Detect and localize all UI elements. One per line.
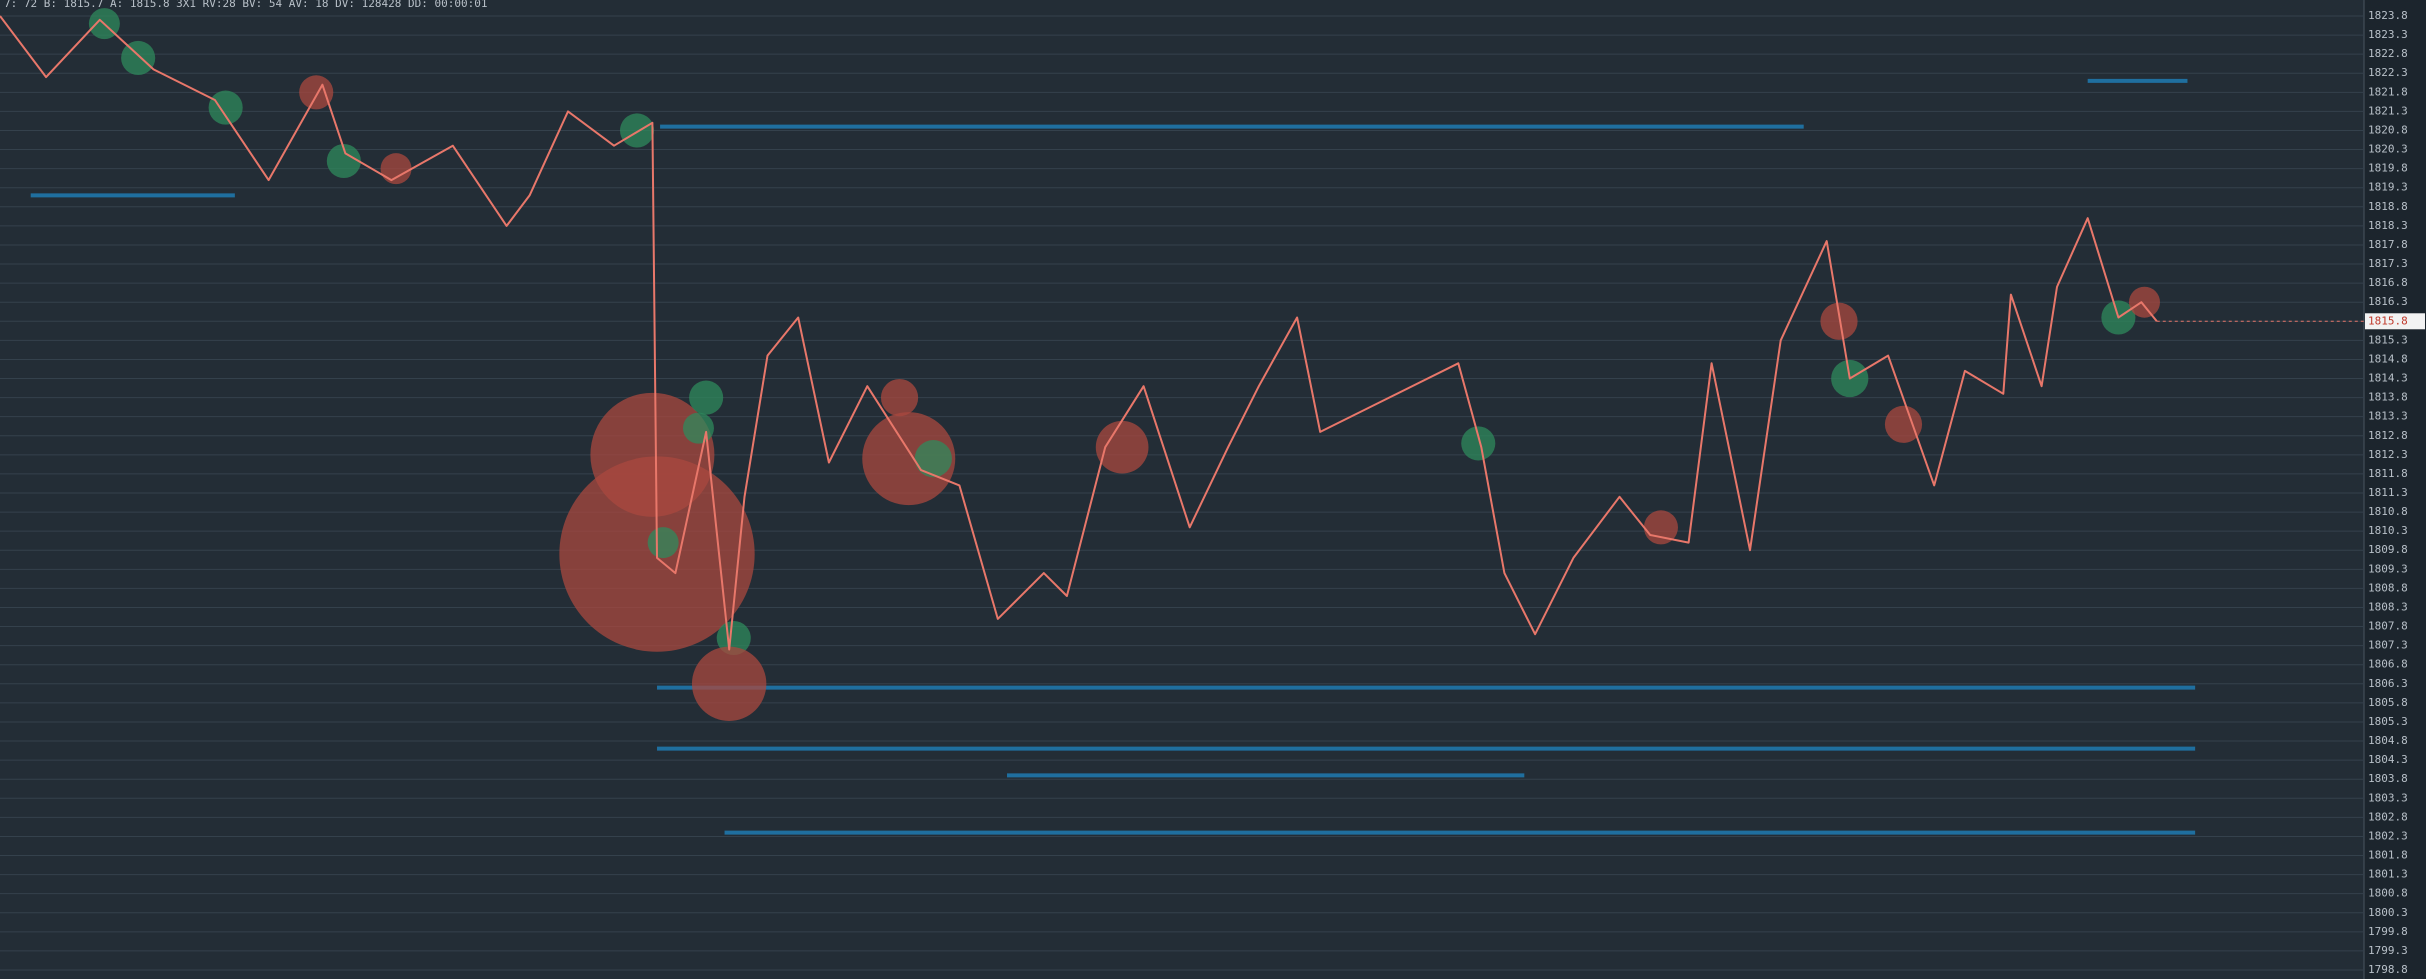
- y-tick-label: 1812.8: [2368, 429, 2408, 442]
- y-tick-label: 1807.8: [2368, 620, 2408, 633]
- y-tick-label: 1808.3: [2368, 600, 2408, 613]
- grid: [0, 15, 2364, 971]
- trade-bubble: [689, 380, 724, 415]
- y-tick-label: 1807.3: [2368, 639, 2408, 652]
- trade-bubble: [299, 75, 334, 110]
- trade-bubble: [620, 113, 655, 148]
- trade-bubble: [682, 412, 714, 444]
- y-tick-label: 1803.3: [2368, 791, 2408, 804]
- y-tick-label: 1821.8: [2368, 85, 2408, 98]
- y-tick-label: 1820.3: [2368, 143, 2408, 156]
- y-tick-label: 1823.3: [2368, 28, 2408, 41]
- y-tick-label: 1811.3: [2368, 486, 2408, 499]
- trade-bubble: [691, 646, 767, 721]
- trade-bubble: [1820, 302, 1858, 340]
- y-tick-label: 1814.8: [2368, 352, 2408, 365]
- y-tick-label: 1813.3: [2368, 410, 2408, 423]
- y-tick-label: 1805.3: [2368, 715, 2408, 728]
- y-tick-label: 1806.8: [2368, 658, 2408, 671]
- y-tick-label: 1818.3: [2368, 219, 2408, 232]
- y-tick-label: 1804.3: [2368, 753, 2408, 766]
- trade-bubble: [2128, 286, 2160, 318]
- y-tick-label: 1816.8: [2368, 276, 2408, 289]
- y-tick-label: 1800.8: [2368, 887, 2408, 900]
- trade-bubble: [1884, 405, 1923, 443]
- y-tick-label: 1803.8: [2368, 772, 2408, 785]
- y-tick-label: 1809.8: [2368, 543, 2408, 556]
- y-tick-label: 1819.8: [2368, 162, 2408, 175]
- y-tick-label: 1802.8: [2368, 810, 2408, 823]
- y-tick-label: 1821.3: [2368, 104, 2408, 117]
- trade-bubble: [380, 153, 412, 185]
- trade-bubble: [716, 620, 751, 656]
- y-tick-label: 1799.8: [2368, 925, 2408, 938]
- y-tick-label: 1820.8: [2368, 123, 2408, 136]
- y-tick-label: 1810.8: [2368, 505, 2408, 518]
- y-tick-label: 1817.8: [2368, 238, 2408, 251]
- y-tick-label: 1801.8: [2368, 849, 2408, 862]
- y-tick-label: 1810.3: [2368, 524, 2408, 537]
- y-tick-label: 1800.3: [2368, 906, 2408, 919]
- trade-bubble: [880, 379, 919, 417]
- trade-bubble: [914, 440, 952, 478]
- trade-bubble: [121, 40, 156, 76]
- trade-bubble: [326, 143, 361, 179]
- y-tick-label: 1808.8: [2368, 581, 2408, 594]
- trade-bubble: [1095, 420, 1149, 474]
- y-tick-label: 1804.8: [2368, 734, 2408, 747]
- trade-bubble: [862, 412, 956, 506]
- y-tick-label: 1799.3: [2368, 944, 2408, 957]
- y-tick-label: 1801.3: [2368, 868, 2408, 881]
- y-tick-label: 1813.8: [2368, 391, 2408, 404]
- y-tick-label: 1823.8: [2368, 9, 2408, 22]
- last-price-label: 1815.8: [2368, 314, 2408, 327]
- levels: [30, 78, 2196, 835]
- y-tick-label: 1822.3: [2368, 66, 2408, 79]
- axis-labels: 1798.8 1799.3 1799.8 1800.3 1800.8 1801.3 1801…: [2365, 9, 2425, 976]
- y-tick-label: 1817.3: [2368, 257, 2408, 270]
- price-axis: [2364, 0, 2426, 979]
- last-price-box: [2365, 313, 2425, 330]
- y-tick-label: 1819.3: [2368, 181, 2408, 194]
- y-tick-label: 1822.8: [2368, 47, 2408, 60]
- y-tick-label: 1805.8: [2368, 696, 2408, 709]
- y-tick-label: 1814.3: [2368, 372, 2408, 385]
- y-tick-label: 1818.8: [2368, 200, 2408, 213]
- price-line-group: [0, 15, 2364, 651]
- status-text: 7: 72 B: 1815.7 A: 1815.8 3X1 RV:28 BV: …: [4, 0, 487, 10]
- trade-bubble: [647, 527, 679, 559]
- y-tick-label: 1798.8: [2368, 963, 2408, 976]
- price-line: [0, 15, 2158, 651]
- y-tick-label: 1811.8: [2368, 467, 2408, 480]
- y-tick-label: 1806.3: [2368, 677, 2408, 690]
- y-tick-label: 1812.3: [2368, 448, 2408, 461]
- trade-bubble: [1461, 426, 1496, 461]
- y-tick-label: 1802.3: [2368, 829, 2408, 842]
- trade-bubble: [208, 90, 243, 125]
- y-tick-label: 1809.3: [2368, 562, 2408, 575]
- y-tick-label: 1815.3: [2368, 333, 2408, 346]
- y-tick-label: 1816.3: [2368, 295, 2408, 308]
